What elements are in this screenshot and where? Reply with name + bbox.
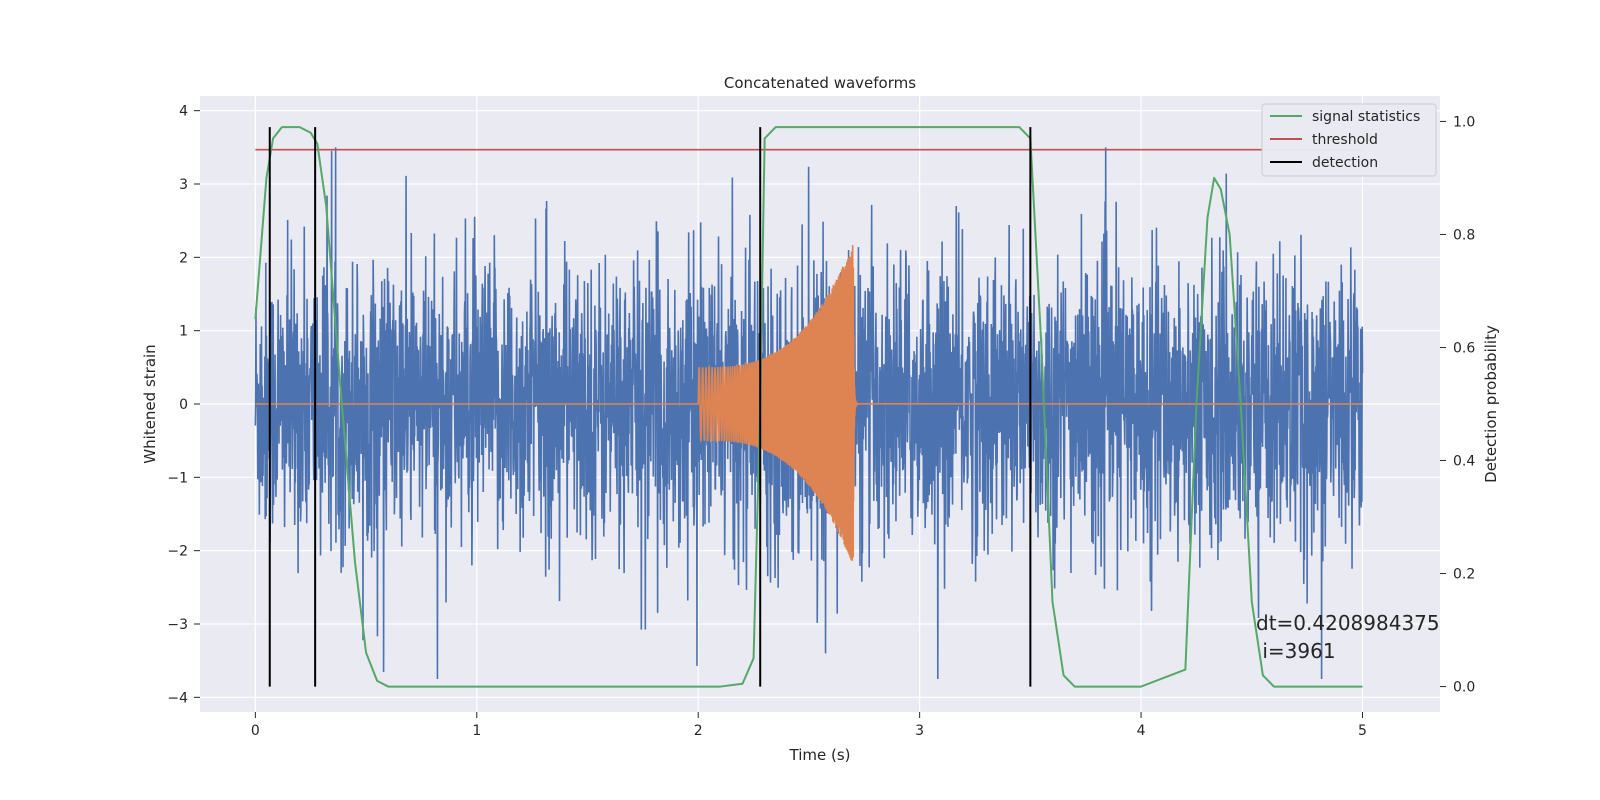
y-tick-label-4: 0: [179, 397, 188, 413]
legend-label-detection: detection: [1312, 155, 1378, 171]
y-right-tick-label-4: 0.8: [1453, 227, 1475, 243]
y-tick-label-3: −1: [167, 470, 188, 486]
x-tick-label-5: 5: [1358, 723, 1367, 739]
x-axis-title: Time (s): [789, 746, 851, 764]
legend-box: [1261, 103, 1437, 177]
annotation-i: i=3961: [1256, 639, 1336, 663]
y-tick-label-1: −3: [167, 617, 188, 633]
y-tick-label-7: 3: [179, 177, 188, 193]
chart-title: Concatenated waveforms: [724, 74, 916, 92]
legend: signal statistics threshold detection: [1261, 103, 1437, 177]
x-tick-label-0: 0: [251, 723, 260, 739]
legend-label-signal-statistics: signal statistics: [1312, 109, 1420, 125]
y-right-tick-label-1: 0.2: [1453, 567, 1475, 583]
x-tick-label-2: 2: [694, 723, 703, 739]
y-tick-label-6: 2: [179, 250, 188, 266]
y-tick-label-5: 1: [179, 324, 188, 340]
series-signal-statistics: [254, 126, 1363, 688]
axes: 0 1 2 3 4 5 −4 −3 −2 −1 0 1 2 3 4 0.0 0.2 0.4 0.6 0.8 1.0: [167, 104, 1475, 739]
y-right-tick-label-0: 0.0: [1453, 680, 1475, 696]
y-tick-label-8: 4: [179, 104, 188, 120]
y-right-tick-label-3: 0.6: [1453, 340, 1475, 356]
series-template: [255, 245, 1363, 561]
y-right-tick-label-5: 1.0: [1453, 114, 1475, 130]
x-tick-label-1: 1: [472, 723, 481, 739]
y-axis-title: Whitened strain: [141, 344, 159, 463]
x-tick-label-3: 3: [915, 723, 924, 739]
y-axis-right-title: Detection probability: [1482, 325, 1500, 483]
x-tick-label-4: 4: [1137, 723, 1146, 739]
y-tick-label-0: −4: [167, 690, 188, 706]
legend-label-threshold: threshold: [1312, 132, 1378, 148]
annotation-dt: dt=0.4208984375: [1256, 611, 1440, 635]
y-right-tick-label-2: 0.4: [1453, 454, 1475, 470]
plot-area: [254, 126, 1364, 688]
y-tick-label-2: −2: [167, 544, 188, 560]
